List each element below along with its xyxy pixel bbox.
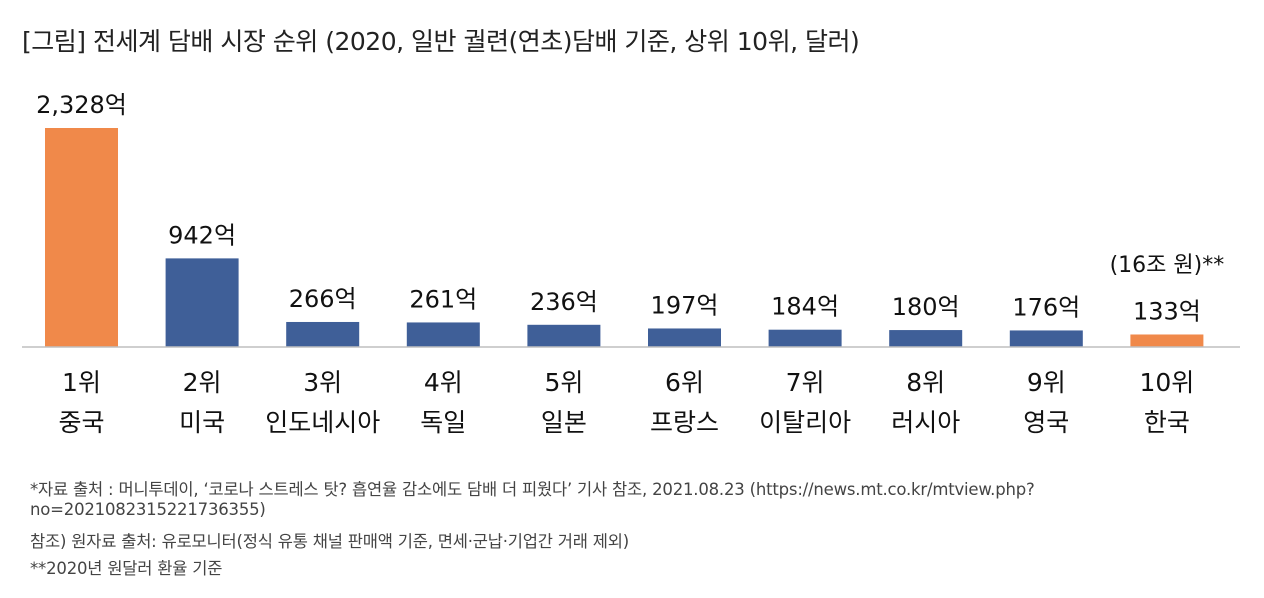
- tick-label-country-1: 중국: [58, 408, 104, 437]
- data-label-1: 2,328억: [36, 91, 127, 119]
- bar-3: [286, 321, 360, 347]
- tick-label-country-2: 미국: [179, 408, 225, 437]
- data-label-6: 197억: [651, 291, 719, 319]
- bar-7: [768, 329, 842, 347]
- tick-label-rank-10: 10위: [1139, 368, 1194, 397]
- tick-label-country-10: 한국: [1144, 408, 1190, 437]
- data-label-8: 180억: [892, 293, 960, 321]
- tick-label-country-8: 러시아: [891, 408, 960, 437]
- data-label-9: 176억: [1012, 293, 1080, 321]
- data-label-10: 133억: [1133, 297, 1201, 325]
- tick-label-rank-3: 3위: [303, 368, 342, 397]
- tick-label-rank-9: 9위: [1027, 368, 1066, 397]
- footnote-reference: 참조) 원자료 출처: 유로모니터(정식 유통 채널 판매액 기준, 면세·군납…: [30, 532, 629, 551]
- tick-label-country-6: 프랑스: [650, 408, 719, 437]
- tick-label-country-3: 인도네시아: [265, 408, 380, 437]
- chart-title: [그림] 전세계 담배 시장 순위 (2020, 일반 궐련(연초)담배 기준,…: [22, 27, 860, 56]
- data-label-4: 261억: [409, 285, 477, 313]
- bar-6: [648, 328, 721, 347]
- tick-label-rank-6: 6위: [665, 368, 704, 397]
- data-label-5: 236억: [530, 288, 598, 316]
- bar-9: [1009, 330, 1083, 347]
- data-label-2: 942억: [168, 221, 236, 249]
- tick-label-rank-8: 8위: [906, 368, 945, 397]
- tick-label-rank-7: 7위: [786, 368, 825, 397]
- tick-label-country-5: 일본: [541, 408, 587, 437]
- bar-10: [1130, 334, 1204, 347]
- annotation-label: (16조 원)**: [1110, 253, 1225, 278]
- footnote-source: *자료 출처 : 머니투데이, ‘코로나 스트레스 탓? 흡연율 감소에도 담배…: [30, 480, 1035, 499]
- tick-label-country-4: 독일: [420, 408, 466, 437]
- footnote-exchange-rate: **2020년 원달러 환율 기준: [30, 559, 223, 578]
- tick-label-rank-2: 2위: [183, 368, 222, 397]
- data-label-7: 184억: [771, 293, 839, 321]
- bar-4: [406, 322, 480, 347]
- bar-2: [165, 258, 239, 347]
- tick-label-rank-1: 1위: [62, 368, 101, 397]
- bar-1: [45, 128, 118, 347]
- bar-5: [527, 324, 601, 347]
- data-label-3: 266억: [289, 285, 357, 313]
- footnote-source-url: no=2021082315221736355): [30, 500, 266, 519]
- tick-label-country-7: 이탈리아: [759, 408, 851, 437]
- bar-8: [889, 330, 963, 347]
- tick-label-rank-4: 4위: [424, 368, 463, 397]
- tick-label-rank-5: 5위: [544, 368, 583, 397]
- tick-label-country-9: 영국: [1023, 408, 1069, 437]
